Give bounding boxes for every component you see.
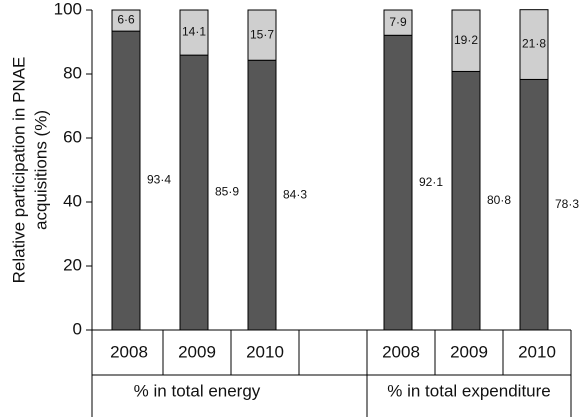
group-label: % in total energy <box>134 381 261 400</box>
bar-segment <box>247 59 277 331</box>
value-label: 15·7 <box>250 27 274 41</box>
value-label: 85·9 <box>215 185 239 199</box>
x-tick-label: 2009 <box>450 342 488 361</box>
value-label: 14·1 <box>182 25 206 39</box>
value-label: 6·6 <box>117 13 135 27</box>
value-label: 7·9 <box>389 15 407 29</box>
x-tick-label: 2010 <box>246 342 284 361</box>
value-label: 80·8 <box>487 193 511 207</box>
value-label: 19·2 <box>454 33 478 47</box>
x-tick-label: 2010 <box>518 342 556 361</box>
y-tick-label: 20 <box>63 255 82 274</box>
y-tick-label: 40 <box>63 191 82 210</box>
x-tick-label: 2008 <box>382 342 420 361</box>
bar-segment <box>519 9 549 80</box>
value-label: 78·3 <box>555 197 579 211</box>
bar-segment <box>179 54 209 331</box>
value-label: 84·3 <box>283 187 307 201</box>
value-label: 93·4 <box>147 173 171 187</box>
bar-segment <box>179 9 209 56</box>
y-tick-label: 0 <box>73 319 82 338</box>
y-tick-label: 100 <box>54 0 82 18</box>
bar-segment <box>247 9 277 61</box>
y-axis-label: Relative participation in PNAE <box>9 57 28 284</box>
x-tick-label: 2009 <box>178 342 216 361</box>
bar-segment <box>383 34 413 331</box>
bar-segment <box>519 78 549 331</box>
y-tick-label: 80 <box>63 63 82 82</box>
bar-segment <box>383 9 413 36</box>
bar-segment <box>451 70 481 331</box>
y-axis-label: acquisitions (%) <box>31 110 50 230</box>
y-tick-label: 60 <box>63 127 82 146</box>
bar-segment <box>111 30 141 331</box>
value-label: 21·8 <box>522 37 546 51</box>
bar-segment <box>451 9 481 72</box>
value-label: 92·1 <box>419 175 443 189</box>
x-tick-label: 2008 <box>110 342 148 361</box>
bar-segment <box>111 9 141 32</box>
group-label: % in total expenditure <box>387 381 551 400</box>
